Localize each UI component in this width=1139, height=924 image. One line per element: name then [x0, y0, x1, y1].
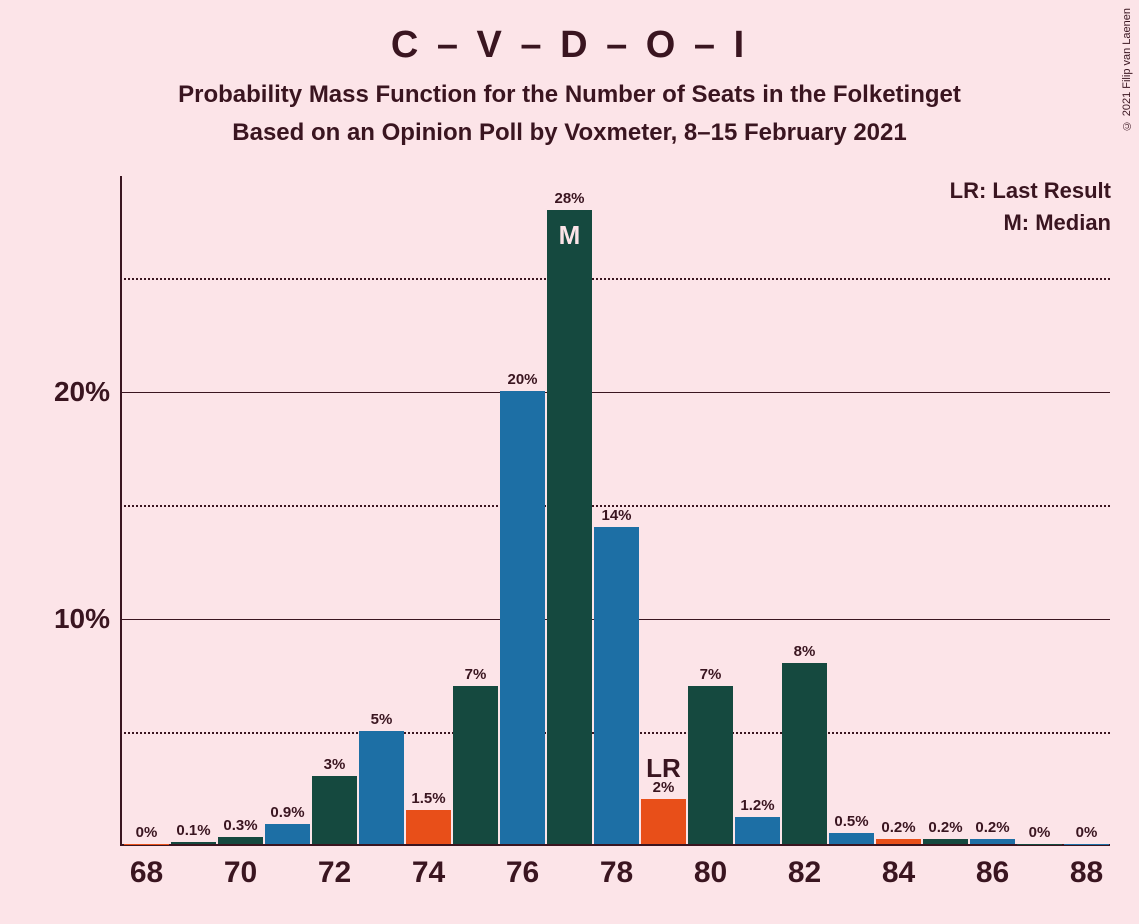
x-tick-label: 76 [506, 856, 539, 890]
x-tick-label: 74 [412, 856, 445, 890]
bar-value-label: 7% [453, 666, 498, 683]
bar-value-label: 2% [641, 779, 686, 796]
chart-subtitle-2: Based on an Opinion Poll by Voxmeter, 8–… [0, 119, 1139, 147]
bar-value-label: 0% [124, 824, 169, 841]
bar: 0% [124, 844, 169, 845]
bar-value-label: 0.2% [970, 819, 1015, 836]
bar-value-label: 0.2% [923, 819, 968, 836]
y-tick-label: 20% [54, 376, 110, 408]
bar: 1.2% [735, 817, 780, 844]
bar: 3% [312, 776, 357, 844]
copyright-text: © 2021 Filip van Laenen [1121, 8, 1133, 131]
chart-subtitle-1: Probability Mass Function for the Number… [0, 81, 1139, 109]
bar-value-label: 0.3% [218, 817, 263, 834]
x-tick-label: 80 [694, 856, 727, 890]
bar-value-label: 14% [594, 507, 639, 524]
bar: 0.1% [171, 842, 216, 844]
bar: 28% [547, 210, 592, 844]
bar: 7% [688, 686, 733, 845]
bar: 1.5% [406, 810, 451, 844]
bars-container: 0%0.1%0.3%0.9%3%5%1.5%7%20%28%14%2%7%1.2… [120, 176, 1110, 844]
x-tick-label: 68 [130, 856, 163, 890]
chart-area: 0%0.1%0.3%0.9%3%5%1.5%7%20%28%14%2%7%1.2… [120, 176, 1110, 846]
bar-value-label: 5% [359, 711, 404, 728]
x-tick-label: 84 [882, 856, 915, 890]
x-tick-label: 88 [1070, 856, 1103, 890]
bar-value-label: 7% [688, 666, 733, 683]
bar: 0.5% [829, 833, 874, 844]
bar-value-label: 8% [782, 643, 827, 660]
bar: 0.2% [876, 839, 921, 844]
x-axis [120, 844, 1110, 846]
bar-value-label: 0.9% [265, 804, 310, 821]
x-tick-label: 72 [318, 856, 351, 890]
x-tick-label: 86 [976, 856, 1009, 890]
y-tick-label: 10% [54, 603, 110, 635]
x-tick-label: 82 [788, 856, 821, 890]
bar-value-label: 1.2% [735, 797, 780, 814]
plot-area: 0%0.1%0.3%0.9%3%5%1.5%7%20%28%14%2%7%1.2… [120, 176, 1110, 846]
bar: 0% [1064, 844, 1109, 845]
bar: 5% [359, 731, 404, 844]
bar: 8% [782, 663, 827, 844]
bar: 0.3% [218, 837, 263, 844]
bar-value-label: 0.5% [829, 813, 874, 830]
bar: 20% [500, 391, 545, 844]
bar-value-label: 3% [312, 756, 357, 773]
bar-value-label: 0.1% [171, 822, 216, 839]
bar: 0% [1017, 844, 1062, 845]
chart-title: C – V – D – O – I [0, 0, 1139, 67]
bar-value-label: 1.5% [406, 790, 451, 807]
bar-value-label: 20% [500, 371, 545, 388]
bar: 2% [641, 799, 686, 844]
bar-value-label: 0% [1017, 824, 1062, 841]
bar: 14% [594, 527, 639, 844]
bar: 0.9% [265, 824, 310, 844]
x-tick-label: 70 [224, 856, 257, 890]
bar-value-label: 0% [1064, 824, 1109, 841]
bar-value-label: 28% [547, 190, 592, 207]
bar: 0.2% [923, 839, 968, 844]
x-tick-label: 78 [600, 856, 633, 890]
bar: 0.2% [970, 839, 1015, 844]
bar-value-label: 0.2% [876, 819, 921, 836]
bar: 7% [453, 686, 498, 845]
